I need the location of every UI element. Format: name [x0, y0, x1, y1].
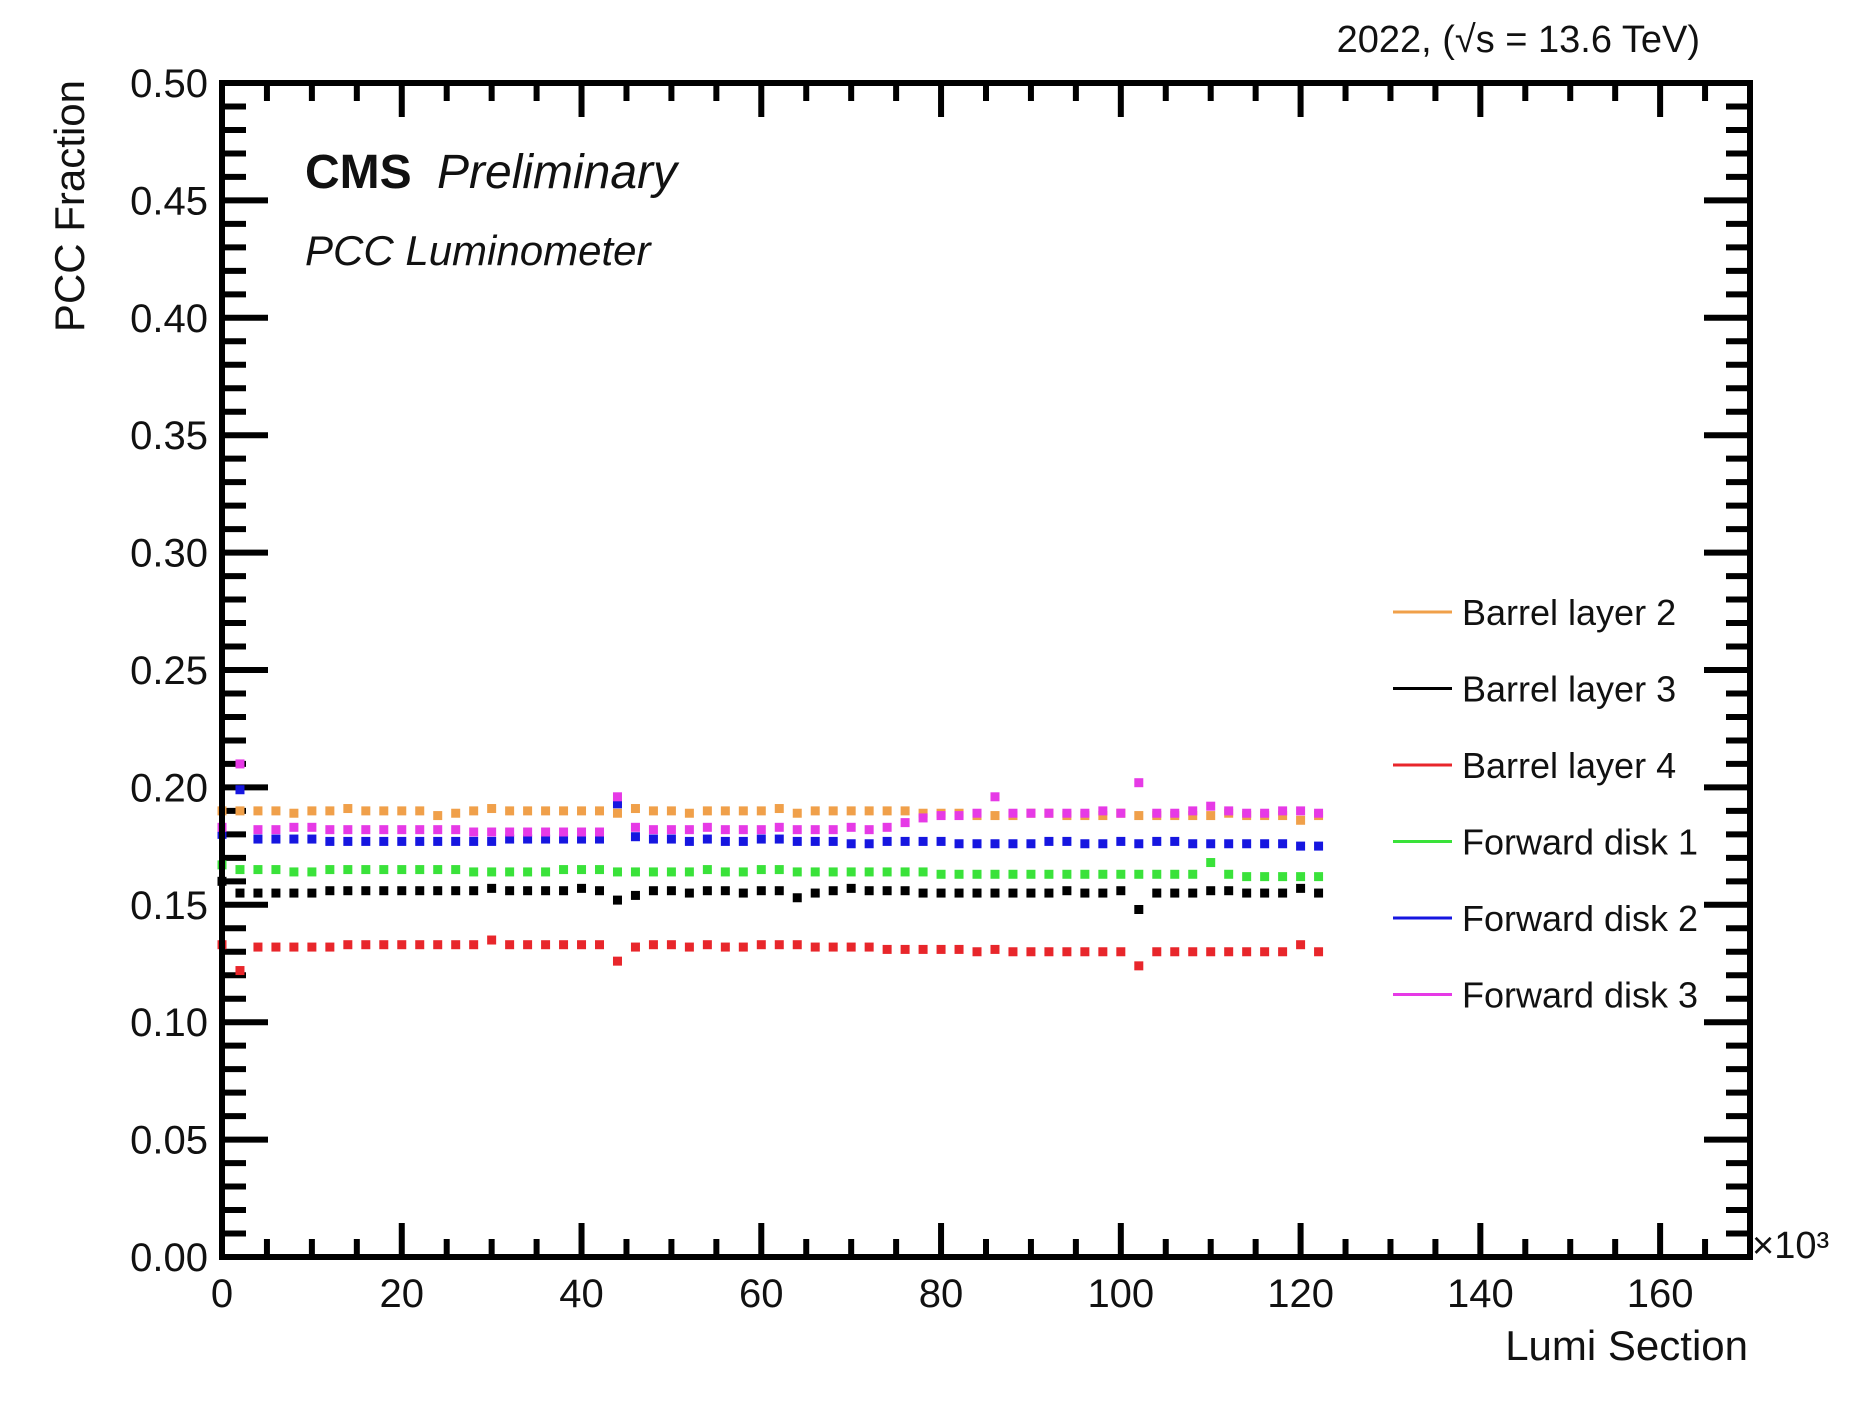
x-axis-title: Lumi Section: [1505, 1322, 1748, 1369]
preliminary-label: Preliminary: [437, 146, 680, 199]
y-axis-title: PCC Fraction: [46, 80, 93, 332]
x-tick-label: 100: [1087, 1272, 1154, 1316]
x-tick-label: 140: [1447, 1272, 1514, 1316]
legend-label: Forward disk 1: [1462, 822, 1698, 863]
x-tick-label: 120: [1267, 1272, 1334, 1316]
legend-label: Barrel layer 3: [1462, 669, 1676, 710]
x-tick-label: 160: [1627, 1272, 1694, 1316]
subtitle-label: PCC Luminometer: [305, 227, 652, 274]
y-tick-label: 0.00: [130, 1236, 208, 1280]
x-tick-label: 80: [919, 1272, 964, 1316]
legend-entry: Barrel layer 2: [1393, 592, 1676, 633]
y-tick-label: 0.15: [130, 884, 208, 928]
y-tick-label: 0.35: [130, 414, 208, 458]
x-tick-label: 60: [739, 1272, 784, 1316]
legend-entry: Barrel layer 4: [1393, 745, 1676, 786]
y-tick-label: 0.20: [130, 766, 208, 810]
legend-entry: Forward disk 2: [1393, 898, 1698, 939]
y-tick-label: 0.45: [130, 179, 208, 223]
legend-label: Barrel layer 4: [1462, 745, 1676, 786]
legend-label: Barrel layer 2: [1462, 592, 1676, 633]
series-6-points: [217, 759, 1324, 837]
x-tick-label: 0: [211, 1272, 233, 1316]
x-tick-label: 20: [380, 1272, 425, 1316]
series-3-points: [217, 935, 1324, 976]
legend-label: Forward disk 3: [1462, 975, 1698, 1016]
y-tick-label: 0.05: [130, 1119, 208, 1163]
y-tick-label: 0.25: [130, 649, 208, 693]
x-multiplier-label: ×10³: [1752, 1225, 1829, 1267]
cms-label: CMS: [305, 146, 412, 199]
y-tick-label: 0.30: [130, 532, 208, 576]
legend-entry: Forward disk 1: [1393, 822, 1698, 863]
plot-frame: [219, 80, 1753, 1260]
y-tick-label: 0.50: [130, 62, 208, 106]
legend: Barrel layer 2 Barrel layer 3 Barrel layer…: [1393, 592, 1698, 1016]
y-tick-label: 0.40: [130, 297, 208, 341]
energy-label: 2022, (√s = 13.6 TeV): [1337, 19, 1700, 61]
legend-label: Forward disk 2: [1462, 898, 1698, 939]
series-4-points: [217, 858, 1324, 882]
data-points: [217, 759, 1324, 976]
legend-entry: Forward disk 3: [1393, 975, 1698, 1016]
y-tick-label: 0.10: [130, 1001, 208, 1045]
series-2-points: [217, 876, 1324, 914]
x-tick-label: 40: [559, 1272, 604, 1316]
tick-labels: 0.00 0.05 0.10 0.15 0.20 0.25 0.30 0.35 0.40 0.45…: [130, 62, 1693, 1316]
legend-entry: Barrel layer 3: [1393, 669, 1676, 710]
series-5-points: [217, 785, 1324, 851]
